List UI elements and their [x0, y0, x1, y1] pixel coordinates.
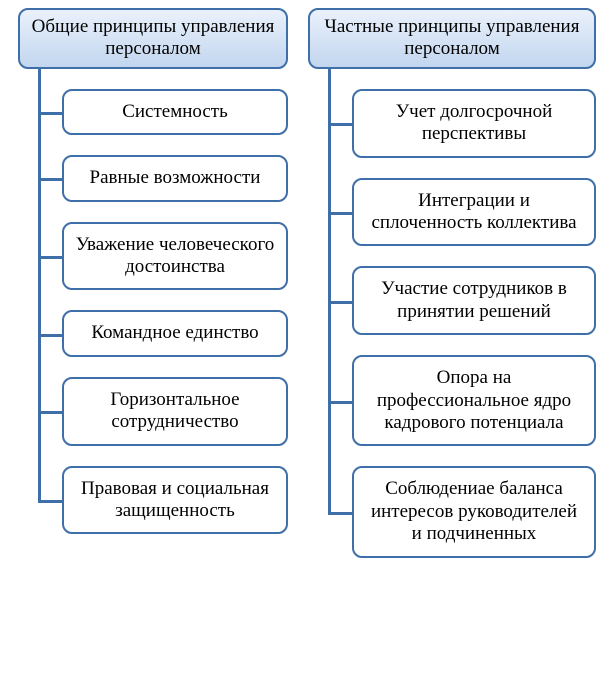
- connector: [328, 401, 352, 404]
- column-specific: Частные принципы управления персоналом У…: [308, 8, 596, 558]
- principle-node: Учет долгосрочной перспективы: [352, 89, 596, 158]
- connector: [328, 123, 352, 126]
- principle-node: Правовая и социальная защищенность: [62, 466, 288, 535]
- principle-node: Уважение человеческого достоинства: [62, 222, 288, 291]
- tree-row: Командное единство: [38, 310, 288, 356]
- tree-row: Равные возможности: [38, 155, 288, 201]
- connector: [328, 301, 352, 304]
- connector: [328, 212, 352, 215]
- tree-general: Системность Равные возможности Уважение че…: [38, 69, 288, 535]
- tree-row: Интеграции и сплоченность коллектива: [328, 178, 596, 247]
- principle-node: Системность: [62, 89, 288, 135]
- connector: [38, 411, 62, 414]
- tree-row: Уважение человеческого достоинства: [38, 222, 288, 291]
- header-general: Общие принципы управления персоналом: [18, 8, 288, 69]
- connector: [38, 500, 62, 503]
- principle-node: Участие сотрудников в принятии решений: [352, 266, 596, 335]
- principle-node: Опора на профессиональное ядро кадрового…: [352, 355, 596, 446]
- header-specific: Частные принципы управления персоналом: [308, 8, 596, 69]
- tree-row: Учет долгосрочной перспективы: [328, 89, 596, 158]
- column-general: Общие принципы управления персоналом Сис…: [18, 8, 288, 534]
- connector: [38, 112, 62, 115]
- tree-row: Участие сотрудников в принятии решений: [328, 266, 596, 335]
- connector: [38, 334, 62, 337]
- principle-node: Интеграции и сплоченность коллектива: [352, 178, 596, 247]
- diagram-canvas: Общие принципы управления персоналом Сис…: [0, 0, 610, 688]
- tree-specific: Учет долгосрочной перспективы Интеграции …: [328, 69, 596, 558]
- tree-row: Опора на профессиональное ядро кадрового…: [328, 355, 596, 446]
- principle-node: Командное единство: [62, 310, 288, 356]
- principle-node: Равные возможности: [62, 155, 288, 201]
- principle-node: Соблюдениае баланса интересов руководите…: [352, 466, 596, 557]
- connector: [38, 256, 62, 259]
- tree-row: Системность: [38, 89, 288, 135]
- tree-row: Правовая и социальная защищенность: [38, 466, 288, 535]
- tree-row: Соблюдениае баланса интересов руководите…: [328, 466, 596, 557]
- principle-node: Горизонтальное сотрудничество: [62, 377, 288, 446]
- connector: [38, 178, 62, 181]
- connector: [328, 512, 352, 515]
- tree-row: Горизонтальное сотрудничество: [38, 377, 288, 446]
